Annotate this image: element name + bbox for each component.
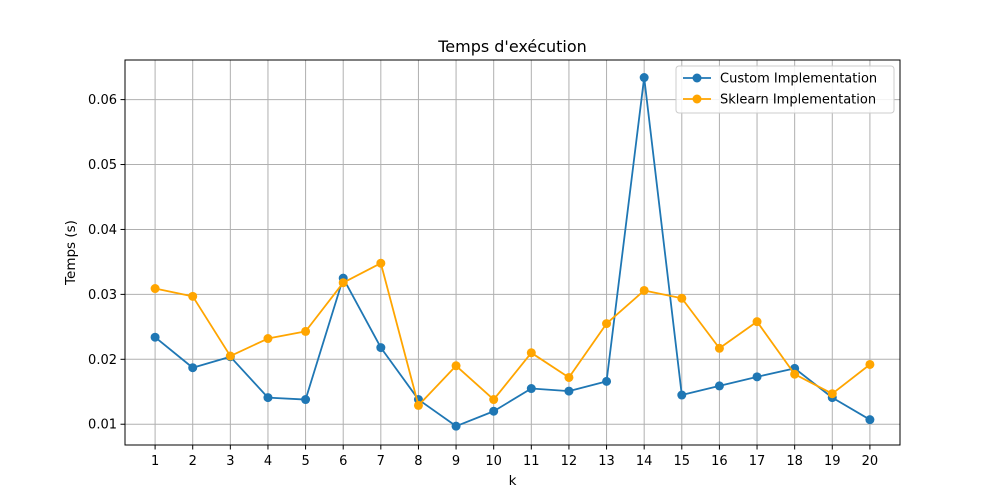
x-tick-label: 10 — [485, 454, 502, 469]
legend: Custom Implementation Sklearn Implementa… — [675, 65, 895, 114]
x-tick-label: 18 — [786, 454, 803, 469]
x-tick-label: 3 — [226, 454, 234, 469]
data-point-series-1 — [451, 361, 461, 371]
data-point-series-1 — [263, 334, 273, 344]
chart-title: Temps d'exécution — [437, 37, 587, 56]
series-layer — [150, 73, 875, 431]
data-point-series-0 — [602, 376, 612, 386]
data-point-series-1 — [827, 389, 837, 399]
x-tick-label: 12 — [561, 454, 578, 469]
data-point-series-1 — [188, 291, 198, 301]
y-tick-label: 0.04 — [88, 223, 117, 238]
data-point-series-1 — [338, 278, 348, 288]
data-point-series-1 — [489, 395, 499, 405]
plot-frame — [124, 59, 901, 446]
data-point-series-0 — [752, 372, 762, 382]
x-tick-label: 19 — [824, 454, 841, 469]
data-point-series-1 — [564, 372, 574, 382]
y-tick-label: 0.03 — [88, 288, 117, 303]
data-point-series-1 — [301, 326, 311, 336]
axis-ticks: 1 2 3 4 5 6 7 8 9 10 11 12 13 14 15 16 17 18 19 200.010.020… — [88, 93, 878, 469]
data-point-series-0 — [188, 363, 198, 373]
legend-marker-sklearn — [692, 94, 702, 104]
x-tick-label: 7 — [377, 454, 385, 469]
legend-marker-custom — [692, 73, 702, 83]
x-tick-label: 2 — [189, 454, 197, 469]
data-point-series-1 — [752, 317, 762, 327]
data-point-series-1 — [376, 258, 386, 268]
series-line-1 — [154, 262, 871, 407]
data-point-series-1 — [714, 343, 724, 353]
x-tick-label: 20 — [862, 454, 879, 469]
series-line-0 — [154, 76, 871, 428]
data-point-series-1 — [790, 369, 800, 379]
x-tick-label: 5 — [301, 454, 309, 469]
x-tick-label: 14 — [636, 454, 653, 469]
x-tick-label: 11 — [523, 454, 540, 469]
y-tick-label: 0.06 — [88, 93, 117, 108]
data-point-series-0 — [301, 395, 311, 405]
data-point-series-0 — [564, 386, 574, 396]
x-tick-label: 17 — [749, 454, 766, 469]
x-tick-label: 16 — [711, 454, 728, 469]
legend-label-custom: Custom Implementation — [720, 72, 877, 87]
x-tick-label: 13 — [598, 454, 615, 469]
data-point-series-1 — [677, 293, 687, 303]
y-tick-label: 0.02 — [88, 353, 117, 368]
data-point-series-0 — [263, 393, 273, 403]
data-point-series-1 — [150, 284, 160, 294]
data-point-series-0 — [639, 73, 649, 83]
data-point-series-0 — [150, 332, 160, 342]
x-tick-label: 15 — [674, 454, 691, 469]
data-point-series-0 — [489, 406, 499, 416]
x-tick-label: 9 — [452, 454, 460, 469]
data-point-series-0 — [526, 384, 536, 394]
x-tick-label: 6 — [339, 454, 347, 469]
legend-box — [675, 65, 895, 114]
data-point-series-0 — [865, 415, 875, 425]
data-point-series-1 — [865, 359, 875, 369]
y-axis-label: Temps (s) — [63, 220, 79, 286]
data-point-series-0 — [376, 343, 386, 353]
y-tick-label: 0.05 — [88, 158, 117, 173]
data-point-series-1 — [602, 319, 612, 329]
data-point-series-1 — [526, 348, 536, 358]
x-tick-label: 8 — [414, 454, 422, 469]
y-tick-label: 0.01 — [88, 418, 117, 433]
x-tick-label: 4 — [264, 454, 272, 469]
data-point-series-1 — [413, 400, 423, 410]
data-point-series-0 — [451, 421, 461, 431]
data-point-series-0 — [714, 381, 724, 391]
legend-label-sklearn: Sklearn Implementation — [720, 93, 876, 108]
data-point-series-1 — [225, 351, 235, 361]
x-tick-label: 1 — [151, 454, 159, 469]
data-point-series-0 — [677, 390, 687, 400]
data-point-series-1 — [639, 285, 649, 295]
x-axis-label: k — [509, 473, 517, 489]
